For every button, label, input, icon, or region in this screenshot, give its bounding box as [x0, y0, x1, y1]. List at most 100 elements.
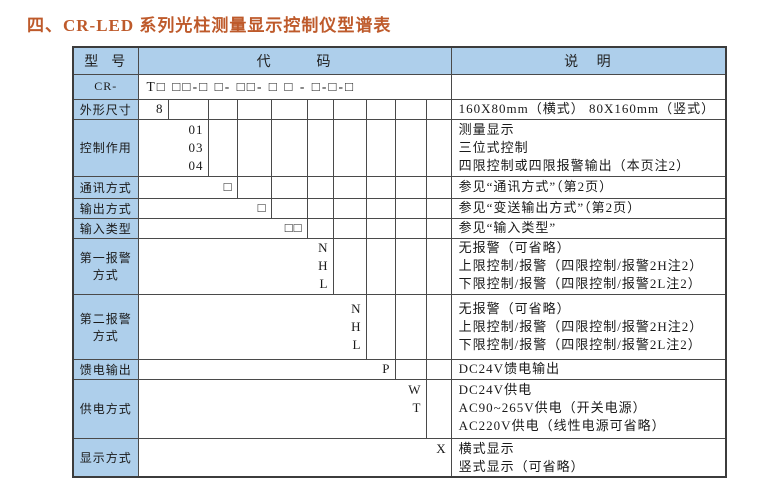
empty-code-cell — [425, 293, 452, 360]
desc-line: DC24V供电 — [458, 381, 533, 397]
code-value: □□ — [284, 220, 303, 235]
desc-line: 上限控制/报警（四限控制/报警2H注2） — [458, 318, 704, 334]
table-header-row: 型 号 代 码 说 明 — [72, 46, 727, 75]
code-cell: □ — [137, 197, 272, 219]
code-cell: P — [137, 358, 396, 380]
table-row-output: 输出方式 □ 参见“变送输出方式”（第2页） — [72, 197, 727, 219]
code-value: T — [412, 399, 422, 415]
empty-code-cell — [425, 378, 452, 439]
empty-code-cell — [365, 197, 396, 219]
empty-code-cell — [306, 175, 334, 199]
empty-code-cell — [365, 118, 396, 177]
desc-line: AC220V供电（线性电源可省略） — [458, 417, 666, 433]
code-value: L — [352, 336, 362, 352]
desc-cell: DC24V馈电输出 — [450, 358, 727, 380]
empty-code-cell — [236, 175, 272, 199]
empty-code-cell — [394, 197, 427, 219]
desc-line: 参见“输入类型” — [458, 220, 557, 235]
code-value: □ — [257, 200, 267, 215]
row-label: 第二报警方式 — [72, 293, 139, 360]
desc-cell: 参见“通讯方式”（第2页） — [450, 175, 727, 199]
desc-line: 无报警（可省略） — [458, 300, 571, 316]
desc-cell: 参见“输入类型” — [450, 217, 727, 239]
empty-code-cell — [394, 118, 427, 177]
desc-cell: 160X80mm（横式） 80X160mm（竖式） — [450, 98, 727, 120]
desc-cell: 横式显示 竖式显示（可省略） — [450, 437, 727, 477]
code-value: □ — [223, 179, 233, 194]
desc-line: 参见“变送输出方式”（第2页） — [458, 200, 642, 215]
desc-cell: 无报警（可省略） 上限控制/报警（四限控制/报警2H注2） 下限控制/报警（四限控制… — [450, 237, 727, 295]
empty-code-cell — [207, 98, 238, 120]
code-value: X — [436, 440, 447, 456]
desc-line: 测量显示 — [458, 121, 515, 137]
empty-code-cell — [270, 118, 308, 177]
desc-line: 横式显示 — [458, 440, 515, 456]
desc-line: 下限控制/报警（四限控制/报警2L注2） — [458, 336, 702, 352]
desc-line: 无报警（可省略） — [458, 240, 571, 255]
empty-code-cell — [394, 237, 427, 295]
empty-code-cell — [332, 118, 367, 177]
empty-code-cell — [270, 98, 308, 120]
code-cell: □□ — [137, 217, 308, 239]
row-label: 输入类型 — [72, 217, 139, 239]
empty-code-cell — [207, 118, 238, 177]
table-row-feed-output: 馈电输出 P DC24V馈电输出 — [72, 358, 727, 380]
table-row-prefix: CR- T□ □□-□ □- □□- □ □ - □-□-□ — [72, 73, 727, 100]
empty-code-cell — [365, 175, 396, 199]
empty-code-cell — [306, 98, 334, 120]
row-label-cr: CR- — [72, 73, 139, 100]
code-cell: 8 — [137, 98, 169, 120]
empty-code-cell — [306, 118, 334, 177]
desc-cell: 参见“变送输出方式”（第2页） — [450, 197, 727, 219]
desc-cell: DC24V供电 AC90~265V供电（开关电源） AC220V供电（线性电源可省略… — [450, 378, 727, 439]
empty-code-cell — [394, 293, 427, 360]
empty-code-cell — [425, 197, 452, 219]
empty-code-cell — [270, 175, 308, 199]
empty-code-cell — [365, 217, 396, 239]
empty-code-cell — [365, 98, 396, 120]
model-spectrum-table: 型 号 代 码 说 明 CR- T□ □□-□ □- □□- □ □ - □-□… — [72, 46, 728, 478]
row-label: 通讯方式 — [72, 175, 139, 199]
desc-line: 下限控制/报警（四限控制/报警2L注2） — [458, 276, 702, 291]
row-label: 控制作用 — [72, 118, 139, 177]
code-cell: 01 03 04 — [137, 118, 209, 177]
empty-code-cell — [306, 217, 334, 239]
row-label: 馈电输出 — [72, 358, 139, 380]
code-value: P — [382, 361, 391, 376]
empty-code-cell — [332, 197, 367, 219]
code-value: H — [351, 318, 362, 334]
empty-code-cell — [167, 98, 209, 120]
desc-cell: 测量显示 三位式控制 四限控制或四限报警输出（本页注2） — [450, 118, 727, 177]
desc-line: DC24V馈电输出 — [458, 361, 561, 376]
header-code: 代 码 — [137, 46, 452, 75]
row-label: 输出方式 — [72, 197, 139, 219]
code-value: H — [318, 258, 329, 273]
desc-line: 上限控制/报警（四限控制/报警2H注2） — [458, 258, 704, 273]
empty-code-cell — [394, 175, 427, 199]
code-value: 03 — [188, 139, 204, 155]
empty-code-cell — [425, 217, 452, 239]
desc-line: 参见“通讯方式”（第2页） — [458, 179, 614, 194]
empty-code-cell — [394, 358, 427, 380]
empty-code-cell — [332, 217, 367, 239]
empty-code-cell — [425, 98, 452, 120]
row-label: 第一报警方式 — [72, 237, 139, 295]
code-value: N — [318, 240, 329, 255]
empty-code-cell — [365, 237, 396, 295]
code-value: 8 — [156, 101, 164, 116]
code-template-cell: T□ □□-□ □- □□- □ □ - □-□-□ — [137, 73, 452, 100]
code-value: L — [319, 276, 329, 291]
empty-code-cell — [394, 217, 427, 239]
empty-code-cell — [332, 175, 367, 199]
empty-code-cell — [306, 197, 334, 219]
table-row-control: 控制作用 01 03 04 测量显示 三位式控制 四限控制或四限报警输出（本页注2） — [72, 118, 727, 177]
empty-code-cell — [270, 197, 308, 219]
empty-code-cell — [425, 358, 452, 380]
header-desc: 说 明 — [450, 46, 727, 75]
table-row-size: 外形尺寸 8 160X80mm（横式） 80X160mm（竖式） — [72, 98, 727, 120]
desc-line: 四限控制或四限报警输出（本页注2） — [458, 157, 691, 173]
code-cell: X — [137, 437, 452, 477]
page-title: 四、CR-LED 系列光柱测量显示控制仪型谱表 — [27, 16, 392, 35]
